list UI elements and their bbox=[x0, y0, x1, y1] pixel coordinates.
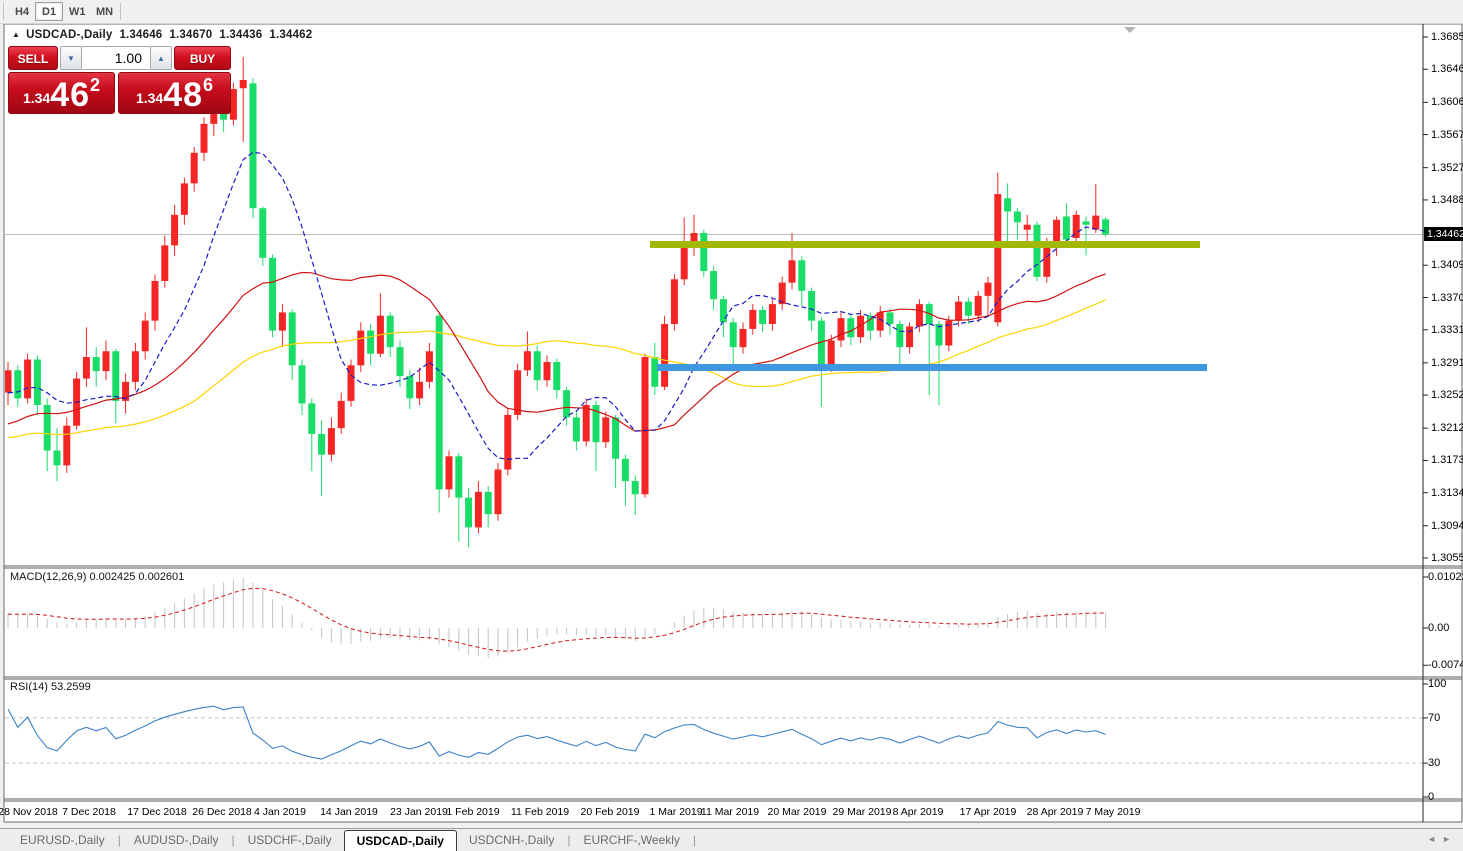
symbol-tabs: EURUSD-,Daily | AUDUSD-,Daily | USDCHF-,Dail… bbox=[8, 829, 697, 851]
date-axis-label: 20 Mar 2019 bbox=[767, 806, 827, 818]
date-axis-label: 14 Jan 2019 bbox=[320, 806, 378, 818]
one-click-trade-panel: SELL ▼ ▲ BUY 1.34 46 2 1.34 48 6 bbox=[8, 46, 231, 114]
price-axis-label: 1.36850 bbox=[1431, 31, 1463, 43]
rsi-axis-label: 100 bbox=[1428, 678, 1447, 690]
rsi-axis-label: 0 bbox=[1428, 791, 1435, 803]
date-axis-label: 17 Dec 2018 bbox=[127, 806, 187, 818]
timeframe-button-mn[interactable]: MN bbox=[96, 6, 114, 18]
macd-axis-label: 0.00 bbox=[1428, 622, 1450, 634]
chevron-down-icon: ▼ bbox=[67, 54, 75, 63]
rsi-label: RSI(14) 53.2599 bbox=[10, 681, 91, 693]
buy-price-display[interactable]: 1.34 48 6 bbox=[118, 72, 231, 114]
sell-price-display[interactable]: 1.34 46 2 bbox=[8, 72, 115, 114]
volume-decrease-button[interactable]: ▼ bbox=[60, 46, 82, 70]
macd-label: MACD(12,26,9) 0.002425 0.002601 bbox=[10, 571, 185, 583]
price-axis-label: 1.35670 bbox=[1431, 128, 1463, 141]
date-axis-label: 1 Mar 2019 bbox=[649, 806, 703, 818]
tab-usdchf[interactable]: USDCHF-,Daily bbox=[247, 832, 332, 847]
price-axis-label: 1.32520 bbox=[1431, 389, 1463, 402]
price-axis-label: 1.31730 bbox=[1431, 454, 1463, 467]
sell-price-main: 46 bbox=[50, 76, 91, 114]
date-axis-label: 29 Mar 2019 bbox=[832, 806, 892, 818]
symbol-tab-bar: EURUSD-,Daily | AUDUSD-,Daily | USDCHF-,Dail… bbox=[0, 828, 1463, 851]
price-axis-label: 1.32120 bbox=[1431, 422, 1463, 435]
price-axis-label: 1.30940 bbox=[1431, 519, 1463, 532]
date-axis-label: 7 May 2019 bbox=[1085, 806, 1141, 818]
collapse-trade-panel-icon[interactable]: ▲ bbox=[12, 30, 21, 39]
sell-price-prefix: 1.34 bbox=[22, 90, 51, 106]
ohlc-low: 1.34436 bbox=[219, 29, 263, 41]
tab-separator: | bbox=[567, 833, 571, 847]
macd-axis-label: -0.007477 bbox=[1428, 659, 1463, 672]
chart-canvas[interactable] bbox=[0, 0, 1463, 823]
date-axis-label: 23 Jan 2019 bbox=[390, 806, 448, 818]
date-axis-label: 11 Mar 2019 bbox=[700, 806, 760, 818]
buy-price-main: 48 bbox=[163, 76, 204, 114]
rsi-axis-label: 70 bbox=[1428, 711, 1441, 724]
chart-title: ▲ USDCAD-,Daily 1.34646 1.34670 1.34436 1.344… bbox=[12, 29, 312, 41]
price-axis-label: 1.34090 bbox=[1431, 259, 1463, 272]
timeframe-button-w1[interactable]: W1 bbox=[69, 6, 86, 18]
date-axis-label: 17 Apr 2019 bbox=[959, 806, 1017, 818]
volume-input[interactable] bbox=[82, 46, 150, 70]
timeframe-toolbar: H4 D1 W1 MN bbox=[0, 0, 1463, 24]
macd-axis-label: 0.010229 bbox=[1428, 570, 1463, 583]
sell-button[interactable]: SELL bbox=[8, 46, 58, 70]
current-price-tag: 1.34462 bbox=[1424, 227, 1463, 242]
price-axis-label: 1.35270 bbox=[1431, 161, 1463, 174]
date-axis-label: 8 Apr 2019 bbox=[892, 806, 944, 818]
ohlc-high: 1.34670 bbox=[169, 29, 213, 41]
buy-price-prefix: 1.34 bbox=[135, 90, 164, 106]
toolbar-separator bbox=[120, 3, 121, 20]
date-axis-label: 28 Apr 2019 bbox=[1026, 806, 1084, 818]
tab-audusd[interactable]: AUDUSD-,Daily bbox=[133, 832, 219, 847]
tab-separator: | bbox=[231, 833, 235, 847]
tab-scroll-arrows[interactable]: ◄► bbox=[1427, 834, 1457, 844]
buy-price-pip: 6 bbox=[203, 75, 214, 95]
scroll-right-icon[interactable]: ► bbox=[1442, 834, 1457, 844]
timeframe-button-d1[interactable]: D1 bbox=[35, 2, 64, 21]
rsi-axis-label: 30 bbox=[1428, 757, 1441, 770]
date-axis-label: 28 Nov 2018 bbox=[0, 806, 58, 818]
tab-eurchf[interactable]: EURCHF-,Weekly bbox=[583, 832, 680, 847]
price-axis-label: 1.32910 bbox=[1431, 356, 1463, 369]
ohlc-open: 1.34646 bbox=[119, 29, 163, 41]
date-axis-label: 7 Dec 2018 bbox=[62, 806, 116, 818]
tab-separator: | bbox=[692, 833, 697, 847]
volume-increase-button[interactable]: ▲ bbox=[150, 46, 172, 70]
price-axis-label: 1.34880 bbox=[1431, 193, 1463, 206]
date-axis-label: 26 Dec 2018 bbox=[192, 806, 252, 818]
price-axis-label: 1.36460 bbox=[1431, 63, 1463, 76]
chevron-up-icon: ▲ bbox=[157, 54, 165, 63]
date-axis-label: 20 Feb 2019 bbox=[580, 806, 640, 818]
buy-button[interactable]: BUY bbox=[174, 46, 231, 70]
tab-eurusd[interactable]: EURUSD-,Daily bbox=[20, 832, 105, 847]
price-axis-label: 1.31340 bbox=[1431, 486, 1463, 499]
date-axis-label: 4 Jan 2019 bbox=[254, 806, 306, 818]
price-axis-label: 1.33700 bbox=[1431, 291, 1463, 304]
scroll-left-icon[interactable]: ◄ bbox=[1427, 834, 1443, 844]
date-axis-label: 1 Feb 2019 bbox=[446, 806, 500, 818]
date-axis-label: 11 Feb 2019 bbox=[510, 806, 570, 818]
symbol-label: USDCAD-,Daily bbox=[26, 29, 113, 41]
ohlc-close: 1.34462 bbox=[269, 29, 313, 41]
price-axis-label: 1.33310 bbox=[1431, 323, 1463, 336]
tab-separator: | bbox=[117, 833, 121, 847]
price-axis-label: 1.36060 bbox=[1431, 96, 1463, 109]
toolbar-separator bbox=[3, 3, 4, 20]
tab-usdcad[interactable]: USDCAD-,Daily bbox=[343, 829, 457, 851]
tab-usdcnh[interactable]: USDCNH-,Daily bbox=[468, 832, 555, 847]
timeframe-button-h4[interactable]: H4 bbox=[15, 6, 30, 18]
sell-price-pip: 2 bbox=[90, 75, 101, 95]
